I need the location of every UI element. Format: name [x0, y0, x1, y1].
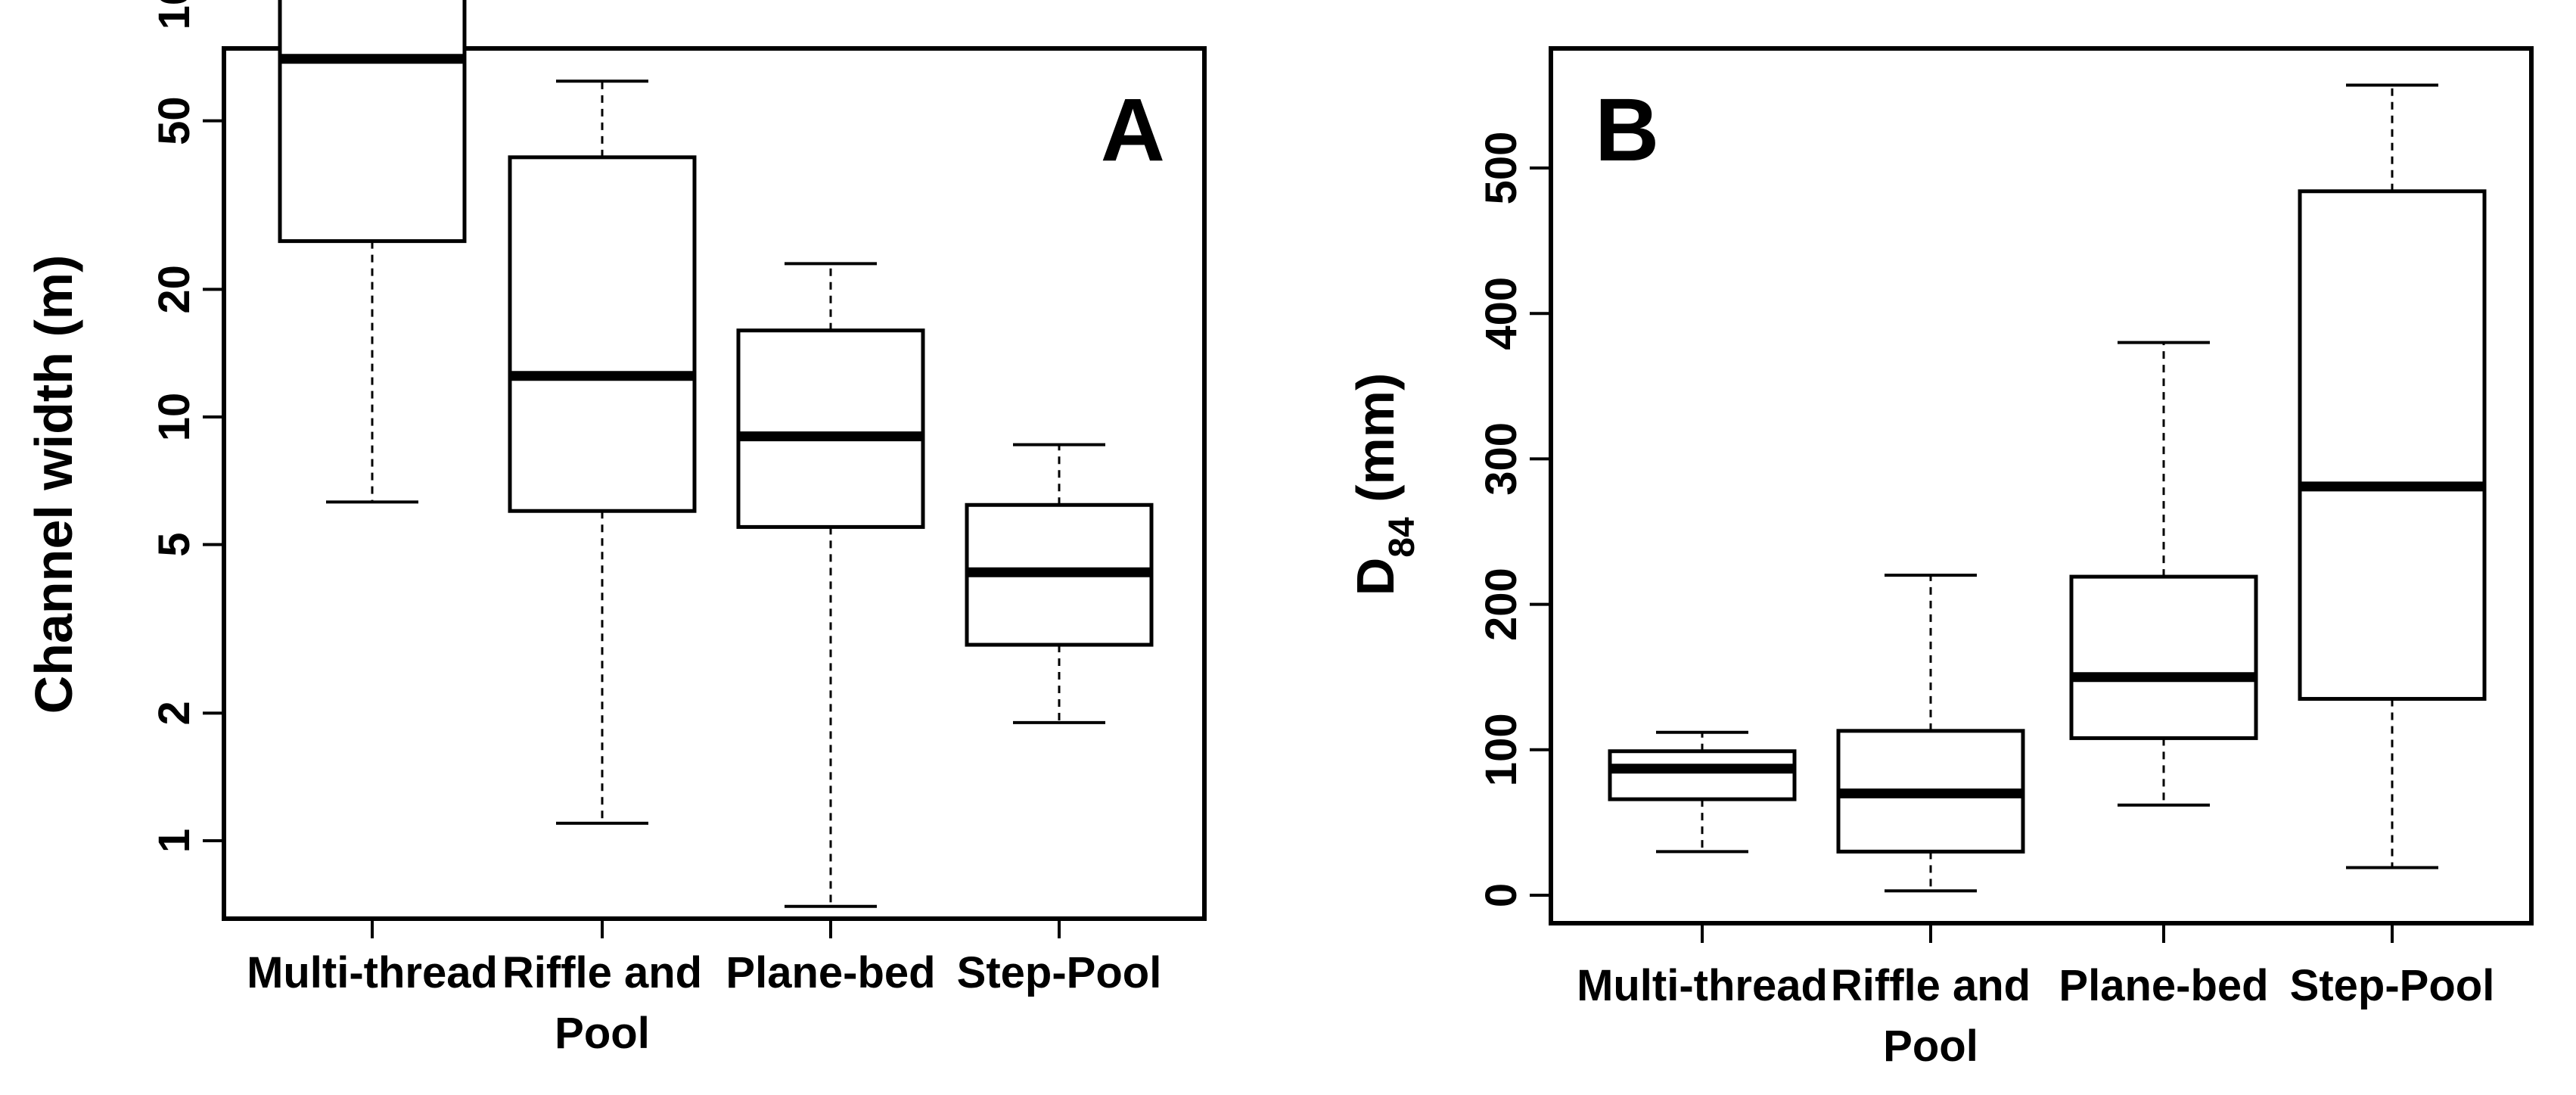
panel-b-y-axis-title: D84 (mm) — [1346, 373, 1422, 596]
panel-b-box-group — [2069, 341, 2258, 807]
panel-b-frame — [1549, 46, 2534, 925]
panel-b-x-tick-label: Multi-thread — [1577, 961, 1828, 1010]
panel-b-box-group — [2298, 83, 2487, 869]
panel-a-y-tick-label: 50 — [150, 96, 199, 145]
panel-a-x-tick-label: Step-Pool — [957, 948, 1162, 997]
panel-a-y-tick-label: 100 — [150, 0, 199, 30]
panel-b-box-group — [1836, 574, 2025, 893]
panel-b-box-group — [1608, 730, 1797, 854]
panel-b-x-axis: Multi-thread Riffle and Pool Plane-bed Step-… — [1577, 923, 2494, 1071]
panel-a-x-axis: Multi-thread Riffle and Pool Plane-bed Step-… — [247, 919, 1161, 1058]
panel-b-iqr-box — [1608, 749, 1797, 801]
panel-b-boxes — [1608, 83, 2487, 893]
panel-b-iqr-box — [2298, 189, 2487, 701]
panel-a-box-group — [508, 79, 697, 825]
panel-a-y-tick-label: 10 — [150, 393, 199, 442]
panel-a-y-axis-title: Channel width (m) — [24, 255, 83, 714]
panel-b-y-tick-label: 0 — [1477, 883, 1526, 907]
panel-b-y-tick-label: 400 — [1477, 277, 1526, 350]
panel-a-iqr-box — [736, 328, 925, 529]
panel-b-y-axis-title-main: D — [1346, 558, 1405, 596]
panel-a-x-tick-label: Multi-thread — [247, 948, 498, 997]
panel-b-label: B — [1595, 80, 1659, 180]
panel-b-y-axis-title-subscript: 84 — [1382, 517, 1422, 558]
panel-b-y-tick-label: 200 — [1477, 568, 1526, 641]
panel-a-y-tick-label: 1 — [150, 829, 199, 853]
panel-b-iqr-box — [2069, 574, 2258, 740]
panel-b-y-tick-label: 500 — [1477, 132, 1526, 205]
panel-b-x-tick-label: Plane-bed — [2059, 961, 2268, 1010]
panel-b-y-tick-label: 100 — [1477, 713, 1526, 786]
panel-a-boxes — [278, 0, 1154, 908]
panel-a-x-tick-label: Pool — [555, 1009, 650, 1058]
panel-b-x-tick-label: Pool — [1883, 1022, 1978, 1071]
panel-a-box-group — [278, 0, 467, 504]
panel-b-y-axis-title-unit: (mm) — [1346, 373, 1405, 518]
panel-a-channel-width: A Channel width (m) 125102050100200 Mult… — [24, 0, 1207, 1058]
panel-a-box-group — [736, 262, 925, 908]
panel-a-frame — [222, 46, 1207, 921]
panel-b-y-tick-label: 300 — [1477, 422, 1526, 496]
panel-a-x-tick-label: Riffle and — [502, 948, 702, 997]
panel-a-iqr-box — [278, 0, 467, 244]
panel-b-y-axis: 0 100 200 300 400 500 — [1477, 132, 1551, 907]
panel-a-box-group — [965, 443, 1154, 724]
panel-b-x-tick-label: Step-Pool — [2290, 961, 2495, 1010]
panel-b-d84: B D84 (mm) 0 100 200 300 400 500 Multi-thread… — [1346, 46, 2534, 1071]
panel-a-y-axis: 125102050100200 — [150, 0, 224, 853]
panel-a-iqr-box — [508, 155, 697, 513]
panel-b-x-tick-label: Riffle and — [1831, 961, 2031, 1010]
panel-a-y-tick-label: 2 — [150, 701, 199, 725]
panel-a-y-tick-label: 5 — [150, 532, 199, 556]
panel-a-y-tick-label: 20 — [150, 265, 199, 314]
panel-a-x-tick-label: Plane-bed — [726, 948, 935, 997]
panel-a-label: A — [1101, 80, 1165, 180]
